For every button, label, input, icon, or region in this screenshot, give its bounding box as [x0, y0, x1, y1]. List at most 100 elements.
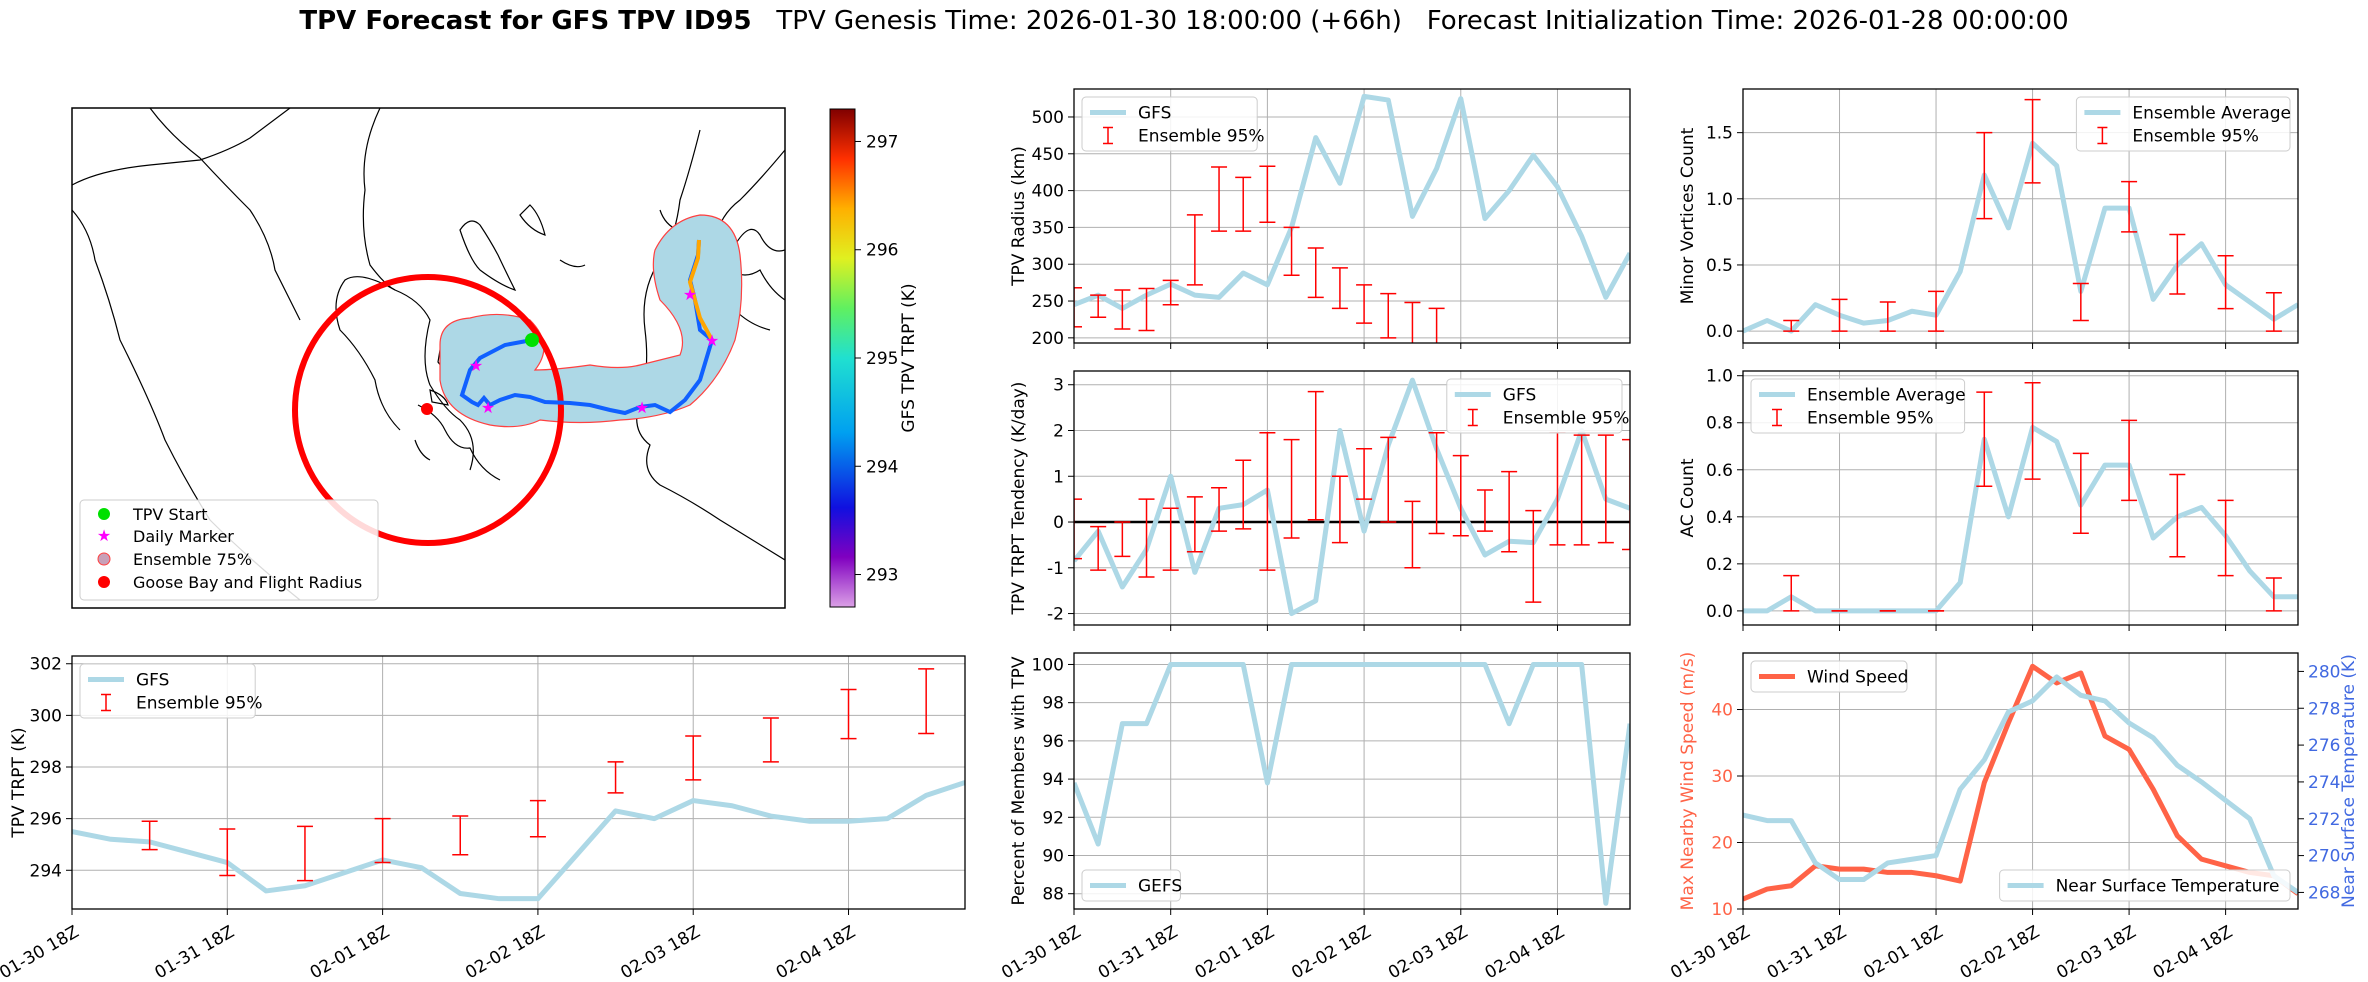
x-tick-label: 01-31 18Z: [1095, 922, 1181, 982]
y-tick-label: 0.5: [1706, 256, 1733, 276]
y-right-tick-label: 278: [2308, 699, 2340, 719]
y-tick-label: -1: [1047, 559, 1064, 579]
series-line-ensemble-average: [1743, 140, 2298, 334]
figure-title-init: Forecast Initialization Time: 2026-01-28…: [1426, 6, 2069, 36]
legend-daily-marker: Daily Marker: [133, 527, 234, 546]
track-map: ★ ★ ★ ★ ★ TPV Start ★ Daily Marker Ensem…: [71, 107, 786, 609]
daily-marker: ★: [635, 398, 649, 417]
x-tick-label: 02-02 18Z: [1957, 922, 2043, 982]
legend-label: Ensemble Average: [1807, 386, 1966, 406]
y-tick-label: 0.0: [1706, 322, 1733, 342]
y-tick-label: 300: [1032, 255, 1064, 275]
series-line-wind-speed: [1743, 663, 2298, 902]
daily-marker: ★: [683, 285, 697, 304]
legend-ensemble-75: Ensemble 75%: [133, 550, 252, 569]
plot-frame: [1742, 88, 2299, 344]
legend-label: Ensemble 95%: [2132, 127, 2259, 147]
y-tick-label: 296: [30, 810, 62, 830]
colorbar-gradient: [829, 108, 856, 608]
legend-label: Ensemble 95%: [1503, 409, 1630, 429]
x-tick-label: 02-03 18Z: [2053, 922, 2139, 982]
legend-box: [1081, 869, 1181, 902]
colorbar-tick-label: 293: [866, 566, 898, 586]
colorbar-label: GFS TPV TRPT (K): [899, 283, 919, 432]
y-tick-label: 1.5: [1706, 124, 1733, 144]
colorbar-tick-label: 295: [866, 349, 898, 369]
colorbar-tick-label: 294: [866, 457, 898, 477]
plot-area: [1074, 661, 1630, 906]
y-tick-label: 100: [1032, 655, 1064, 675]
map-legend: TPV Start ★ Daily Marker Ensemble 75% Go…: [79, 499, 379, 601]
legend-label: GFS: [1138, 104, 1171, 124]
chart-tendency: -2 -1 0 1 2 3 TPV TRPT Tendency (K/day) GFS Ense…: [1009, 370, 1631, 631]
y-tick-label: 30: [1711, 767, 1733, 787]
x-tick-label: 02-04 18Z: [773, 922, 859, 982]
y-right-tick-label: 268: [2308, 883, 2340, 903]
figure-title: TPV Forecast for GFS TPV ID95 TPV Genesi…: [0, 6, 2368, 36]
ensemble-75-region: [439, 214, 743, 428]
legend-label: Ensemble 95%: [136, 694, 263, 714]
series-line-gfs: [1074, 377, 1630, 617]
series-line-near-surface-temperature: [1743, 674, 2298, 895]
legend-goose-bay-icon: [98, 576, 110, 588]
y-axis-label: TPV TRPT (K): [9, 727, 29, 838]
y-tick-label: -2: [1047, 605, 1064, 625]
y-tick-label: 400: [1032, 182, 1064, 202]
legend-box: [1750, 660, 1908, 693]
y-tick-label: 90: [1042, 847, 1064, 867]
y-tick-label: 0.8: [1706, 414, 1733, 434]
plot-area: [1743, 382, 2298, 614]
legend-tpv-start-icon: [98, 508, 110, 520]
legend-daily-marker-icon: ★: [97, 526, 111, 545]
y-tick-label: 0: [1053, 513, 1064, 533]
y-axis-label: Max Nearby Wind Speed (m/s): [1678, 652, 1698, 911]
chart-percent: 01-30 18Z 01-31 18Z 02-01 18Z 02-02 18Z 02-0…: [998, 652, 1631, 982]
y-tick-label: 0.6: [1706, 461, 1733, 481]
y-tick-label: 302: [30, 655, 62, 675]
plot-area: [1743, 663, 2298, 902]
y-tick-label: 2: [1053, 421, 1064, 441]
y-tick-label: 0.4: [1706, 508, 1733, 528]
figure-title-genesis: TPV Genesis Time: 2026-01-30 18:00:00 (+…: [776, 6, 1402, 36]
plot-area: [1074, 377, 1630, 617]
legend-box: [2075, 96, 2291, 152]
y-tick-label: 200: [1032, 329, 1064, 349]
legend-box: [1999, 869, 2291, 902]
x-tick-label: 02-03 18Z: [1385, 922, 1471, 982]
colorbar-tick-label: 297: [866, 132, 898, 152]
legend-label: Ensemble 95%: [1138, 127, 1265, 147]
daily-marker: ★: [481, 398, 495, 417]
legend-tpv-start: TPV Start: [132, 505, 208, 524]
plot-area: [1074, 93, 1630, 343]
y-axis-label: Minor Vortices Count: [1678, 127, 1698, 304]
y-tick-label: 294: [30, 861, 62, 881]
y-tick-label: 40: [1711, 701, 1733, 721]
x-tick-label: 01-30 18Z: [998, 922, 1084, 982]
y-tick-label: 450: [1032, 145, 1064, 165]
y-tick-label: 300: [30, 706, 62, 726]
y-tick-label: 1: [1053, 467, 1064, 487]
colorbar: 293 294 295 296 297 GFS TPV TRPT (K): [829, 108, 919, 608]
legend-goose-bay: Goose Bay and Flight Radius: [133, 573, 362, 592]
x-tick-label: 01-31 18Z: [152, 922, 238, 982]
y-tick-label: 20: [1711, 834, 1733, 854]
x-tick-label: 02-04 18Z: [1482, 922, 1568, 982]
x-tick-label: 02-02 18Z: [462, 922, 548, 982]
x-tick-label: 01-30 18Z: [1667, 922, 1753, 982]
y-right-tick-label: 270: [2308, 847, 2340, 867]
x-tick-label: 02-02 18Z: [1288, 922, 1374, 982]
plot-frame: [1742, 370, 2299, 626]
y-tick-label: 98: [1042, 694, 1064, 714]
x-tick-label: 01-31 18Z: [1764, 922, 1850, 982]
y-tick-label: 500: [1032, 108, 1064, 128]
y-tick-label: 250: [1032, 292, 1064, 312]
plot-area: [72, 668, 965, 902]
x-tick-label: 02-01 18Z: [1860, 922, 1946, 982]
daily-marker: ★: [705, 331, 719, 350]
plot-frame: [71, 655, 966, 910]
y-tick-label: 298: [30, 758, 62, 778]
legend-label: GFS: [136, 671, 169, 691]
y-tick-label: 0.2: [1706, 555, 1733, 575]
